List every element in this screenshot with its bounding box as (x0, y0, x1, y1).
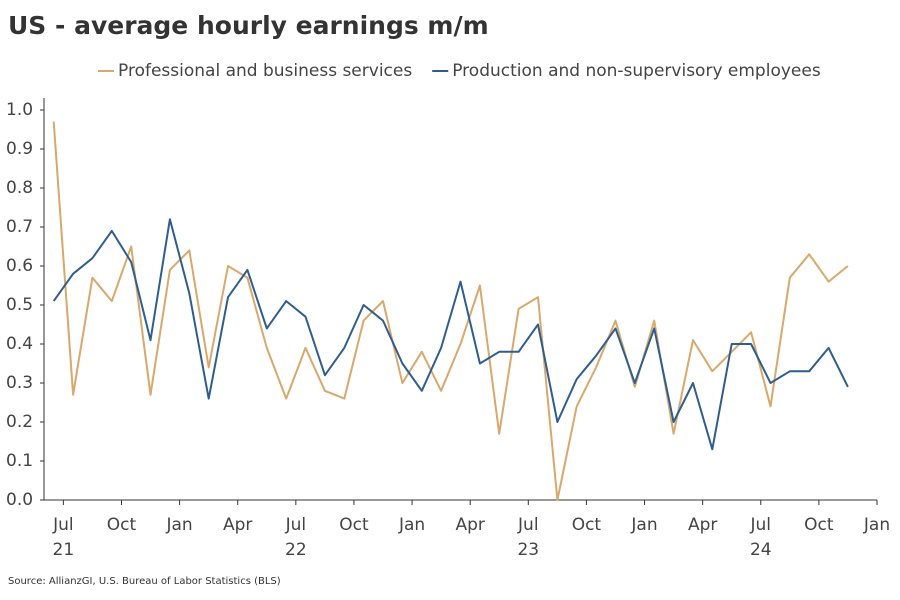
x-tick-label: Jul (517, 515, 539, 535)
x-tick-label: Oct (339, 515, 369, 535)
y-tick-label: 0.5 (6, 295, 33, 315)
y-tick-label: 0.0 (6, 490, 33, 510)
y-tick-label: 0.7 (6, 217, 33, 237)
x-tick-label: Apr (455, 515, 484, 535)
y-tick-label: 0.3 (6, 373, 33, 393)
x-tick-label: Oct (572, 515, 602, 535)
y-tick-label: 0.1 (6, 451, 33, 471)
y-tick-label: 1.0 (6, 100, 33, 120)
x-tick-label: Apr (223, 515, 252, 535)
x-tick-label: Jan (863, 515, 890, 535)
x-tick-label: Jul (52, 515, 74, 535)
x-tick-label: Jul (750, 515, 772, 535)
y-tick-label: 0.6 (6, 256, 33, 276)
x-year-label: 21 (53, 540, 75, 560)
y-tick-label: 0.2 (6, 412, 33, 432)
x-tick-label: Jan (630, 515, 657, 535)
x-tick-label: Oct (804, 515, 834, 535)
x-tick-label: Apr (688, 515, 717, 535)
x-tick-label: Oct (107, 515, 137, 535)
x-tick-label: Jul (285, 515, 307, 535)
x-year-label: 24 (750, 540, 772, 560)
x-tick-label: Jan (398, 515, 425, 535)
x-tick-label: Jan (165, 515, 192, 535)
y-tick-label: 0.8 (6, 178, 33, 198)
x-year-label: 23 (517, 540, 539, 560)
y-tick-label: 0.9 (6, 139, 33, 159)
series-line (52, 218, 849, 451)
series-line (52, 121, 849, 501)
x-year-label: 22 (285, 540, 307, 560)
source: Source: AllianzGI, U.S. Bureau of Labor … (8, 576, 281, 587)
y-tick-label: 0.4 (6, 334, 33, 354)
legend-label: Production and non-supervisory employees (452, 61, 821, 81)
legend-label: Professional and business services (118, 61, 412, 81)
chart-title: US - average hourly earnings m/m (8, 11, 489, 40)
